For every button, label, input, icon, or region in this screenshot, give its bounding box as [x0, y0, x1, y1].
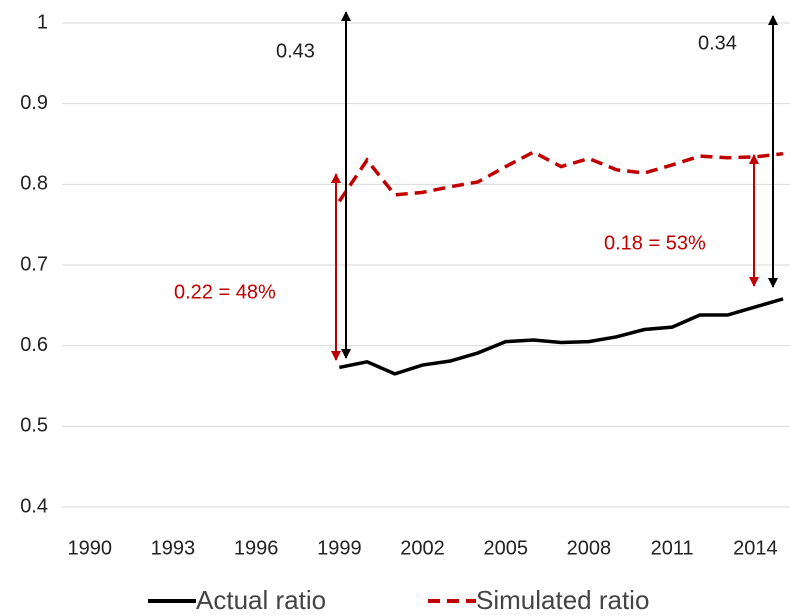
- x-tick-label: 1999: [317, 537, 362, 559]
- y-tick-label: 0.8: [20, 173, 48, 195]
- legend-label: Simulated ratio: [476, 585, 649, 615]
- y-tick-label: 0.6: [20, 334, 48, 356]
- series-line: [338, 297, 784, 376]
- annotation: 0.18 = 53%: [604, 232, 706, 254]
- y-tick-label: 0.7: [20, 253, 48, 275]
- x-tick-label: 2014: [733, 537, 778, 559]
- x-tick-label: 2002: [400, 537, 445, 559]
- legend-label: Actual ratio: [196, 585, 326, 615]
- series-line: [337, 150, 784, 203]
- x-tick-label: 2008: [567, 537, 612, 559]
- y-tick-label: 0.4: [20, 495, 48, 517]
- x-tick-label: 1990: [67, 537, 112, 559]
- y-tick-label: 0.5: [20, 415, 48, 437]
- x-tick-label: 2005: [483, 537, 528, 559]
- annotation: 0.34: [698, 32, 737, 54]
- y-tick-label: 0.9: [20, 92, 48, 114]
- annotation: 0.43: [276, 40, 315, 62]
- y-tick-label: 1: [37, 11, 48, 33]
- x-tick-label: 2011: [651, 537, 694, 559]
- x-tick-label: 1993: [151, 537, 196, 559]
- annotation: 0.22 = 48%: [174, 281, 276, 303]
- x-tick-label: 1996: [234, 537, 279, 559]
